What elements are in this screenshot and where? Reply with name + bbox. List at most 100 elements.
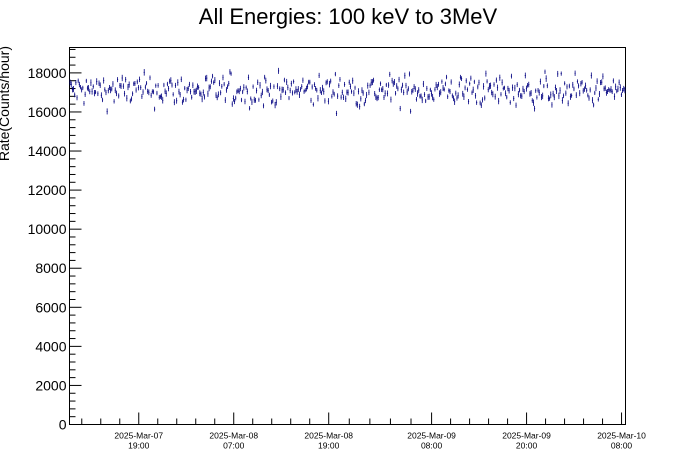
- data-point: [587, 93, 589, 98]
- data-point: [332, 89, 334, 95]
- data-point: [520, 93, 522, 99]
- data-point: [550, 91, 552, 99]
- data-point: [119, 83, 121, 89]
- data-point: [105, 90, 107, 96]
- data-point: [78, 81, 80, 88]
- data-point: [154, 106, 156, 112]
- data-point: [304, 88, 306, 93]
- data-point: [114, 87, 116, 94]
- data-point: [115, 90, 117, 97]
- x-tick-time: 08:00: [611, 441, 633, 451]
- data-point: [150, 92, 152, 98]
- data-point: [366, 91, 368, 99]
- x-tick-time: 19:00: [318, 441, 340, 451]
- data-point: [580, 80, 582, 87]
- data-point: [561, 97, 563, 104]
- data-point: [480, 102, 482, 108]
- data-point: [290, 80, 292, 87]
- chart-title: All Energies: 100 keV to 3MeV: [199, 4, 498, 29]
- data-point: [588, 95, 590, 101]
- data-point: [303, 89, 305, 94]
- data-point: [230, 71, 232, 76]
- data-point: [394, 90, 397, 96]
- data-point: [403, 89, 405, 96]
- data-point: [451, 93, 453, 99]
- data-point: [161, 93, 163, 100]
- data-point: [193, 88, 195, 95]
- data-point: [184, 86, 186, 91]
- data-point: [536, 95, 538, 100]
- data-point: [421, 96, 423, 104]
- data-point: [567, 100, 569, 107]
- data-point: [239, 85, 241, 92]
- data-point: [589, 87, 591, 93]
- data-point: [337, 93, 339, 99]
- data-point: [616, 88, 618, 94]
- data-point: [165, 90, 167, 97]
- data-point: [253, 96, 255, 103]
- data-point: [265, 77, 267, 84]
- data-point: [280, 93, 282, 100]
- data-point: [244, 98, 246, 105]
- y-axis-label: Rate(Counts/hour): [0, 46, 12, 161]
- data-point: [251, 99, 253, 106]
- data-point: [166, 81, 168, 87]
- data-point: [272, 98, 274, 104]
- data-point: [249, 106, 251, 111]
- data-point: [207, 90, 209, 97]
- x-tick-date: 2025-Mar-07: [114, 431, 163, 441]
- data-point: [524, 72, 526, 79]
- data-point: [134, 81, 136, 86]
- data-point: [543, 84, 545, 89]
- data-point: [172, 92, 174, 97]
- data-point: [133, 81, 135, 86]
- data-series: [69, 67, 626, 117]
- data-point: [301, 84, 303, 90]
- data-point: [529, 91, 531, 97]
- data-point: [254, 97, 256, 103]
- data-point: [381, 87, 383, 93]
- data-point: [287, 84, 289, 91]
- data-point: [88, 85, 90, 92]
- data-point: [268, 92, 270, 97]
- data-point: [441, 79, 443, 84]
- data-point: [174, 82, 177, 88]
- data-point: [257, 79, 259, 86]
- data-point: [501, 79, 503, 86]
- data-point: [69, 79, 71, 86]
- data-point: [515, 102, 517, 108]
- data-point: [311, 84, 313, 90]
- data-point: [236, 89, 238, 95]
- data-point: [544, 69, 546, 75]
- data-point: [177, 79, 179, 86]
- data-point: [500, 92, 502, 97]
- data-point: [326, 79, 328, 85]
- data-point: [583, 86, 585, 92]
- data-point: [163, 82, 165, 88]
- data-point: [535, 88, 537, 93]
- data-point: [318, 72, 320, 78]
- data-point: [167, 85, 170, 92]
- data-point: [470, 75, 472, 81]
- data-point: [260, 92, 262, 99]
- data-point: [618, 79, 620, 85]
- data-point: [356, 101, 358, 108]
- data-point: [562, 93, 565, 99]
- data-point: [317, 94, 319, 102]
- data-point: [436, 84, 438, 91]
- data-point: [305, 85, 307, 92]
- data-point: [392, 80, 394, 87]
- data-point: [217, 91, 219, 98]
- data-point: [576, 79, 579, 84]
- data-point: [481, 97, 484, 103]
- data-point: [434, 87, 436, 92]
- data-point: [398, 76, 400, 83]
- x-tick-date: 2025-Mar-09: [502, 431, 551, 441]
- data-point: [448, 88, 450, 93]
- data-point: [397, 86, 399, 92]
- data-point: [353, 90, 355, 97]
- data-point: [553, 94, 555, 101]
- data-point: [173, 99, 175, 106]
- data-point: [612, 78, 614, 84]
- data-point: [571, 93, 573, 98]
